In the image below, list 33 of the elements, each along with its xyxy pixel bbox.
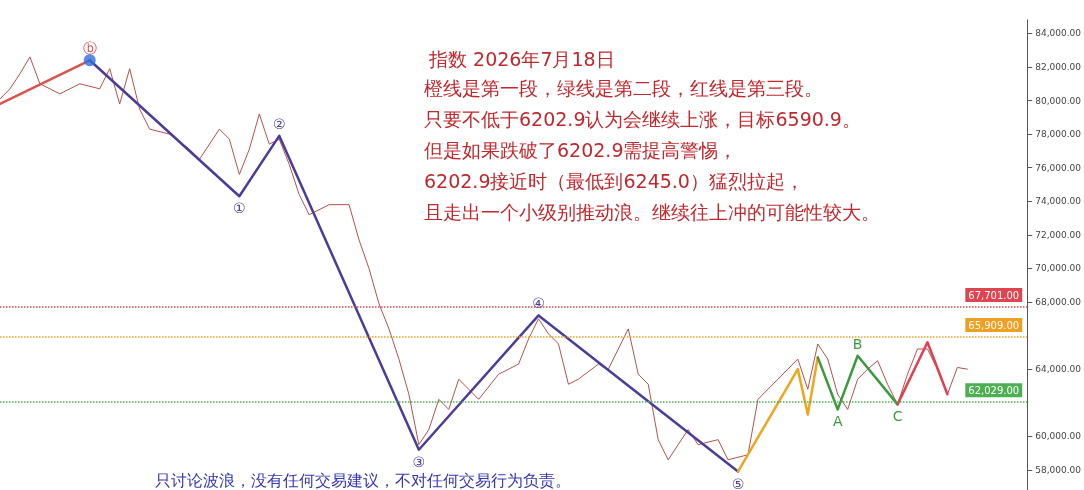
ref-line-label: 65,909.00 xyxy=(968,319,1020,331)
ref-line-label: 67,701.00 xyxy=(968,289,1020,301)
y-tick-label: 58,000.00 xyxy=(1035,464,1082,475)
text: 指数 2026年7月18日 xyxy=(428,47,615,70)
annotation: ④ xyxy=(532,295,545,312)
annotation: ⓑ xyxy=(82,40,97,57)
annotation: ⑤ xyxy=(731,475,745,490)
annotation: A xyxy=(832,413,843,430)
annotation: ③ xyxy=(412,453,426,470)
annotation: ① xyxy=(233,200,246,217)
annotation: 且走出一个小级别推动浪。继续往上冲的可能性较大。 xyxy=(424,200,880,223)
annotation: 只讨论波浪，没有任何交易建议，不对任何交易行为负责。 xyxy=(155,470,571,490)
annotation: 橙线是第一段，绿线是第二段，红线是第三段。 xyxy=(424,76,823,99)
annotation: C xyxy=(892,408,903,425)
annotation: 但是如果跌破了6202.9需提高警惕， xyxy=(424,138,738,161)
y-tick-label: 80,000.00 xyxy=(1035,95,1082,106)
y-tick-label: 72,000.00 xyxy=(1035,229,1082,240)
y-tick-label: 70,000.00 xyxy=(1035,263,1082,274)
annotation: B xyxy=(852,335,863,352)
y-tick-label: 68,000.00 xyxy=(1035,297,1082,307)
y-tick-label: 82,000.00 xyxy=(1035,62,1082,72)
annotation: 只要不低于6202.9认为会继续上涨，目标6590.9。 xyxy=(424,107,861,130)
y-tick-label: 74,000.00 xyxy=(1035,196,1082,207)
y-tick-label: 84,000.00 xyxy=(1035,28,1082,39)
y-tick-label: 64,000.00 xyxy=(1035,364,1082,375)
annotation: 6202.9接近时（最低到6245.0）猛烈拉起， xyxy=(424,169,804,192)
annotation: ② xyxy=(272,115,286,132)
line-series xyxy=(816,354,899,411)
ref-line-label: 62,029.00 xyxy=(968,384,1020,396)
y-tick-label: 60,000.00 xyxy=(1035,431,1082,442)
y-tick-label: 78,000.00 xyxy=(1035,129,1082,140)
y-tick-label: 76,000.00 xyxy=(1035,162,1082,173)
line-series xyxy=(736,356,820,473)
